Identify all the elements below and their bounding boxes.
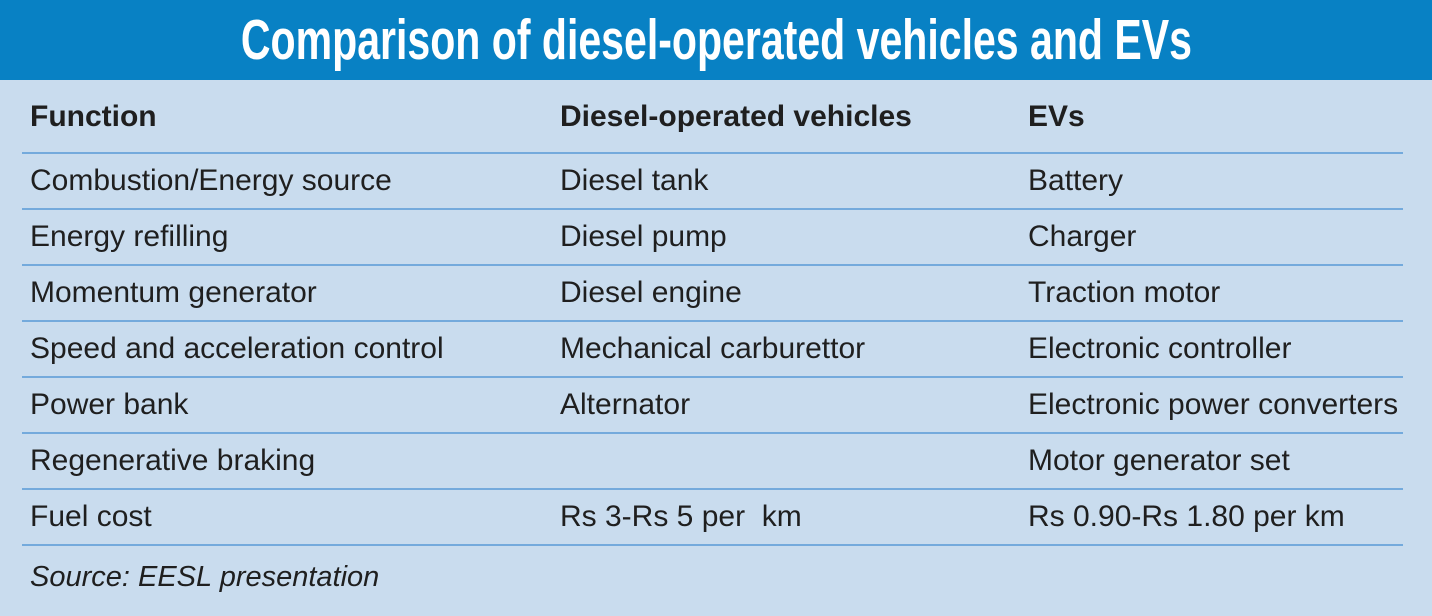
cell-diesel: Alternator [560,388,691,421]
cell-function: Combustion/Energy source [30,164,392,197]
cell-diesel: Diesel engine [560,276,742,309]
cell-ev: Electronic controller [1028,332,1292,365]
source-note: Source: EESL presentation [30,561,380,593]
column-header-function: Function [30,100,157,133]
comparison-table: Function Diesel-operated vehicles EVs Co… [22,80,1403,546]
column-header-evs: EVs [1028,100,1085,133]
cell-ev: Rs 0.90-Rs 1.80 per km [1028,500,1345,533]
cell-diesel: Rs 3-Rs 5 per km [560,500,802,533]
title-bar: Comparison of diesel-operated vehicles a… [0,0,1432,80]
cell-ev: Battery [1028,164,1124,197]
cell-diesel: Mechanical carburettor [560,332,866,365]
table-row: Fuel cost Rs 3-Rs 5 per km Rs 0.90-Rs 1.… [22,490,1403,546]
cell-function: Speed and acceleration control [30,332,444,365]
cell-ev: Traction motor [1028,276,1221,309]
cell-function: Momentum generator [30,276,317,309]
cell-function: Fuel cost [30,500,152,533]
cell-ev: Electronic power converters [1028,388,1399,421]
cell-ev: Motor generator set [1028,444,1290,477]
cell-diesel: Diesel pump [560,220,727,253]
cell-diesel: Diesel tank [560,164,709,197]
table-row: Momentum generator Diesel engine Tractio… [22,266,1403,322]
cell-ev: Charger [1028,220,1137,253]
table-row: Regenerative braking Motor generator set [22,434,1403,490]
cell-function: Energy refilling [30,220,229,253]
table-row: Speed and acceleration control Mechanica… [22,322,1403,378]
table-row: Power bank Alternator Electronic power c… [22,378,1403,434]
cell-function: Regenerative braking [30,444,316,477]
table-row: Combustion/Energy source Diesel tank Bat… [22,154,1403,210]
cell-function: Power bank [30,388,189,421]
table-row: Energy refilling Diesel pump Charger [22,210,1403,266]
page-title: Comparison of diesel-operated vehicles a… [240,7,1192,72]
column-header-diesel: Diesel-operated vehicles [560,100,912,133]
table-header-row: Function Diesel-operated vehicles EVs [22,80,1403,154]
